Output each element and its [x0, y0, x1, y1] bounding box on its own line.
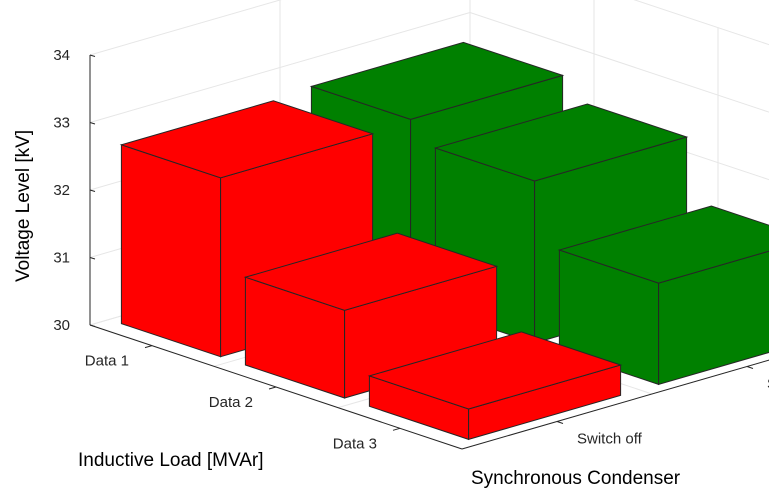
- z-tick-label: 30: [53, 317, 70, 334]
- y-tick-mark: [556, 421, 564, 424]
- wall-grid-line: [633, 0, 769, 46]
- z-tick-label: 32: [53, 182, 70, 199]
- z-tick-mark: [89, 54, 96, 57]
- bar-top-face: [367, 331, 623, 410]
- x-tick-mark: [144, 345, 153, 349]
- z-tick-label: 33: [53, 115, 70, 132]
- bar-top-face: [433, 103, 689, 182]
- bar-switch-on-3: [557, 205, 769, 386]
- x-tick-label: Data 1: [85, 353, 129, 370]
- x-tick-label: Data 2: [209, 394, 253, 411]
- z-tick-mark: [89, 257, 96, 260]
- tick-labels: 30 31 32 33 34 Data 1 Data 2 Data 3 Switch off Sw…: [53, 47, 769, 452]
- bar-switch-off-2: [243, 232, 499, 399]
- bar-top-face: [243, 232, 499, 311]
- bar-front-face: [120, 144, 222, 358]
- bar-side-face: [658, 250, 769, 386]
- bar-switch-off-3: [367, 331, 623, 441]
- y-tick-label: Switch off: [577, 430, 643, 447]
- x-tick-label: Data 3: [333, 435, 377, 452]
- y-tick-label: Switch on: [767, 375, 769, 392]
- z-tick-mark: [89, 189, 96, 192]
- z-tick-label: 31: [53, 250, 70, 267]
- bar-top-face: [119, 100, 375, 179]
- bar-top-face: [309, 41, 565, 120]
- x-tick-mark: [268, 386, 277, 390]
- x-tick-mark: [392, 427, 401, 431]
- z-tick-mark: [89, 324, 96, 327]
- y-axis-label: Synchronous Condenser: [471, 468, 681, 489]
- z-tick-mark: [89, 122, 96, 125]
- wall-grid-line: [89, 0, 282, 56]
- axis-line: [461, 359, 769, 450]
- bar-top-face: [557, 205, 769, 284]
- z-tick-label: 34: [53, 47, 70, 64]
- x-axis-label: Inductive Load [MVAr]: [78, 450, 264, 471]
- wall-grid-line: [469, 12, 769, 113]
- y-tick-mark: [746, 366, 754, 369]
- bars: [119, 41, 769, 441]
- z-axis-label: Voltage Level [kV]: [13, 130, 34, 282]
